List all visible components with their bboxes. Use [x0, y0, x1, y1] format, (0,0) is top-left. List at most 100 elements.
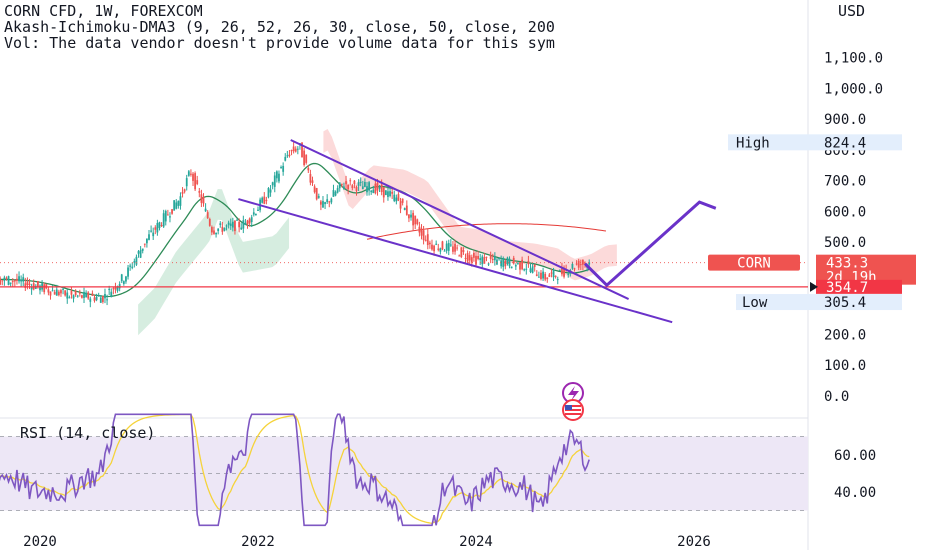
- candle: [558, 269, 561, 271]
- candle-body: [460, 247, 463, 257]
- candle: [332, 184, 335, 197]
- candle-body: [202, 196, 205, 204]
- candle-body: [30, 286, 33, 290]
- candle-body: [187, 171, 190, 176]
- candle: [405, 200, 408, 216]
- currency-label[interactable]: USD: [838, 2, 866, 20]
- candle-body: [550, 272, 553, 274]
- candle-body: [150, 230, 152, 232]
- candle-body: [101, 296, 104, 302]
- candle-body: [198, 191, 201, 193]
- candle-body: [37, 281, 39, 287]
- rsi-title: RSI (14, close): [20, 424, 156, 442]
- candle: [139, 246, 142, 259]
- candle: [49, 291, 52, 300]
- candle-body: [57, 291, 60, 296]
- candle-body: [118, 284, 121, 289]
- candle: [133, 258, 136, 268]
- candle-body: [433, 245, 435, 252]
- candle: [156, 219, 159, 236]
- candle: [179, 192, 182, 210]
- time-axis[interactable]: [0, 530, 808, 550]
- candle: [250, 214, 253, 228]
- candle-body: [267, 188, 270, 198]
- candle-body: [28, 283, 31, 286]
- candle: [496, 258, 498, 266]
- candle: [322, 196, 324, 209]
- candle: [30, 283, 33, 295]
- candle-body: [13, 280, 16, 282]
- candle: [164, 209, 167, 226]
- candle-body: [175, 202, 178, 209]
- candle-body: [83, 291, 85, 298]
- candle-body: [173, 200, 176, 211]
- candle: [378, 184, 381, 193]
- candle-body: [81, 295, 83, 298]
- candle-body: [85, 292, 88, 298]
- candle: [309, 169, 312, 186]
- candle: [127, 264, 129, 280]
- candle-body: [55, 289, 58, 296]
- candle: [504, 259, 507, 270]
- candle-body: [305, 154, 308, 163]
- low-label-title: Low: [742, 295, 768, 311]
- candle: [95, 293, 98, 302]
- candle-body: [47, 289, 50, 293]
- trendline[interactable]: [290, 139, 630, 300]
- candle-body: [236, 219, 238, 221]
- candle-body: [531, 266, 534, 273]
- candle-body: [437, 248, 440, 250]
- candle-body: [514, 265, 517, 267]
- candle: [364, 178, 366, 188]
- candle-body: [424, 239, 427, 241]
- candle-body: [89, 298, 92, 302]
- trendline[interactable]: [238, 198, 673, 324]
- candle: [194, 171, 197, 192]
- candle-body: [366, 186, 368, 193]
- candle: [414, 215, 417, 230]
- candle-body: [473, 252, 475, 258]
- candle: [512, 255, 515, 265]
- candle: [3, 275, 6, 286]
- candle: [257, 206, 259, 211]
- candle-body: [485, 256, 488, 258]
- candle: [498, 257, 500, 261]
- candle: [236, 218, 238, 221]
- candle-body: [387, 191, 389, 197]
- candle-body: [483, 257, 486, 264]
- candle-body: [154, 227, 157, 230]
- candle-body: [408, 214, 410, 219]
- candle: [64, 290, 67, 297]
- candle: [294, 146, 297, 153]
- rsi-tick-label: 60.00: [834, 448, 876, 464]
- candle-body: [405, 205, 408, 215]
- candle: [353, 179, 356, 189]
- candle-body: [250, 217, 253, 223]
- candle: [552, 267, 555, 282]
- candle: [338, 182, 341, 192]
- candle-body: [422, 230, 425, 241]
- us-flag-event-icon[interactable]: [562, 399, 584, 421]
- candle-body: [393, 194, 396, 201]
- candle: [303, 148, 306, 167]
- candle-body: [454, 243, 456, 252]
- candle: [395, 194, 398, 205]
- candle-body: [93, 297, 96, 301]
- candle-body: [169, 216, 171, 218]
- price-tick-label: 1,100.0: [824, 51, 883, 67]
- candle-body: [372, 189, 375, 194]
- candle: [561, 262, 563, 277]
- candle-body: [263, 196, 266, 204]
- candle: [473, 250, 475, 262]
- candle: [248, 217, 251, 227]
- candle-body: [143, 243, 146, 245]
- candle: [487, 262, 490, 267]
- candle-body: [286, 155, 289, 157]
- candle: [217, 228, 220, 235]
- candle: [439, 247, 442, 255]
- candle: [554, 275, 557, 279]
- candle: [387, 187, 389, 201]
- projection-arrow[interactable]: [583, 200, 717, 288]
- candle: [458, 254, 461, 257]
